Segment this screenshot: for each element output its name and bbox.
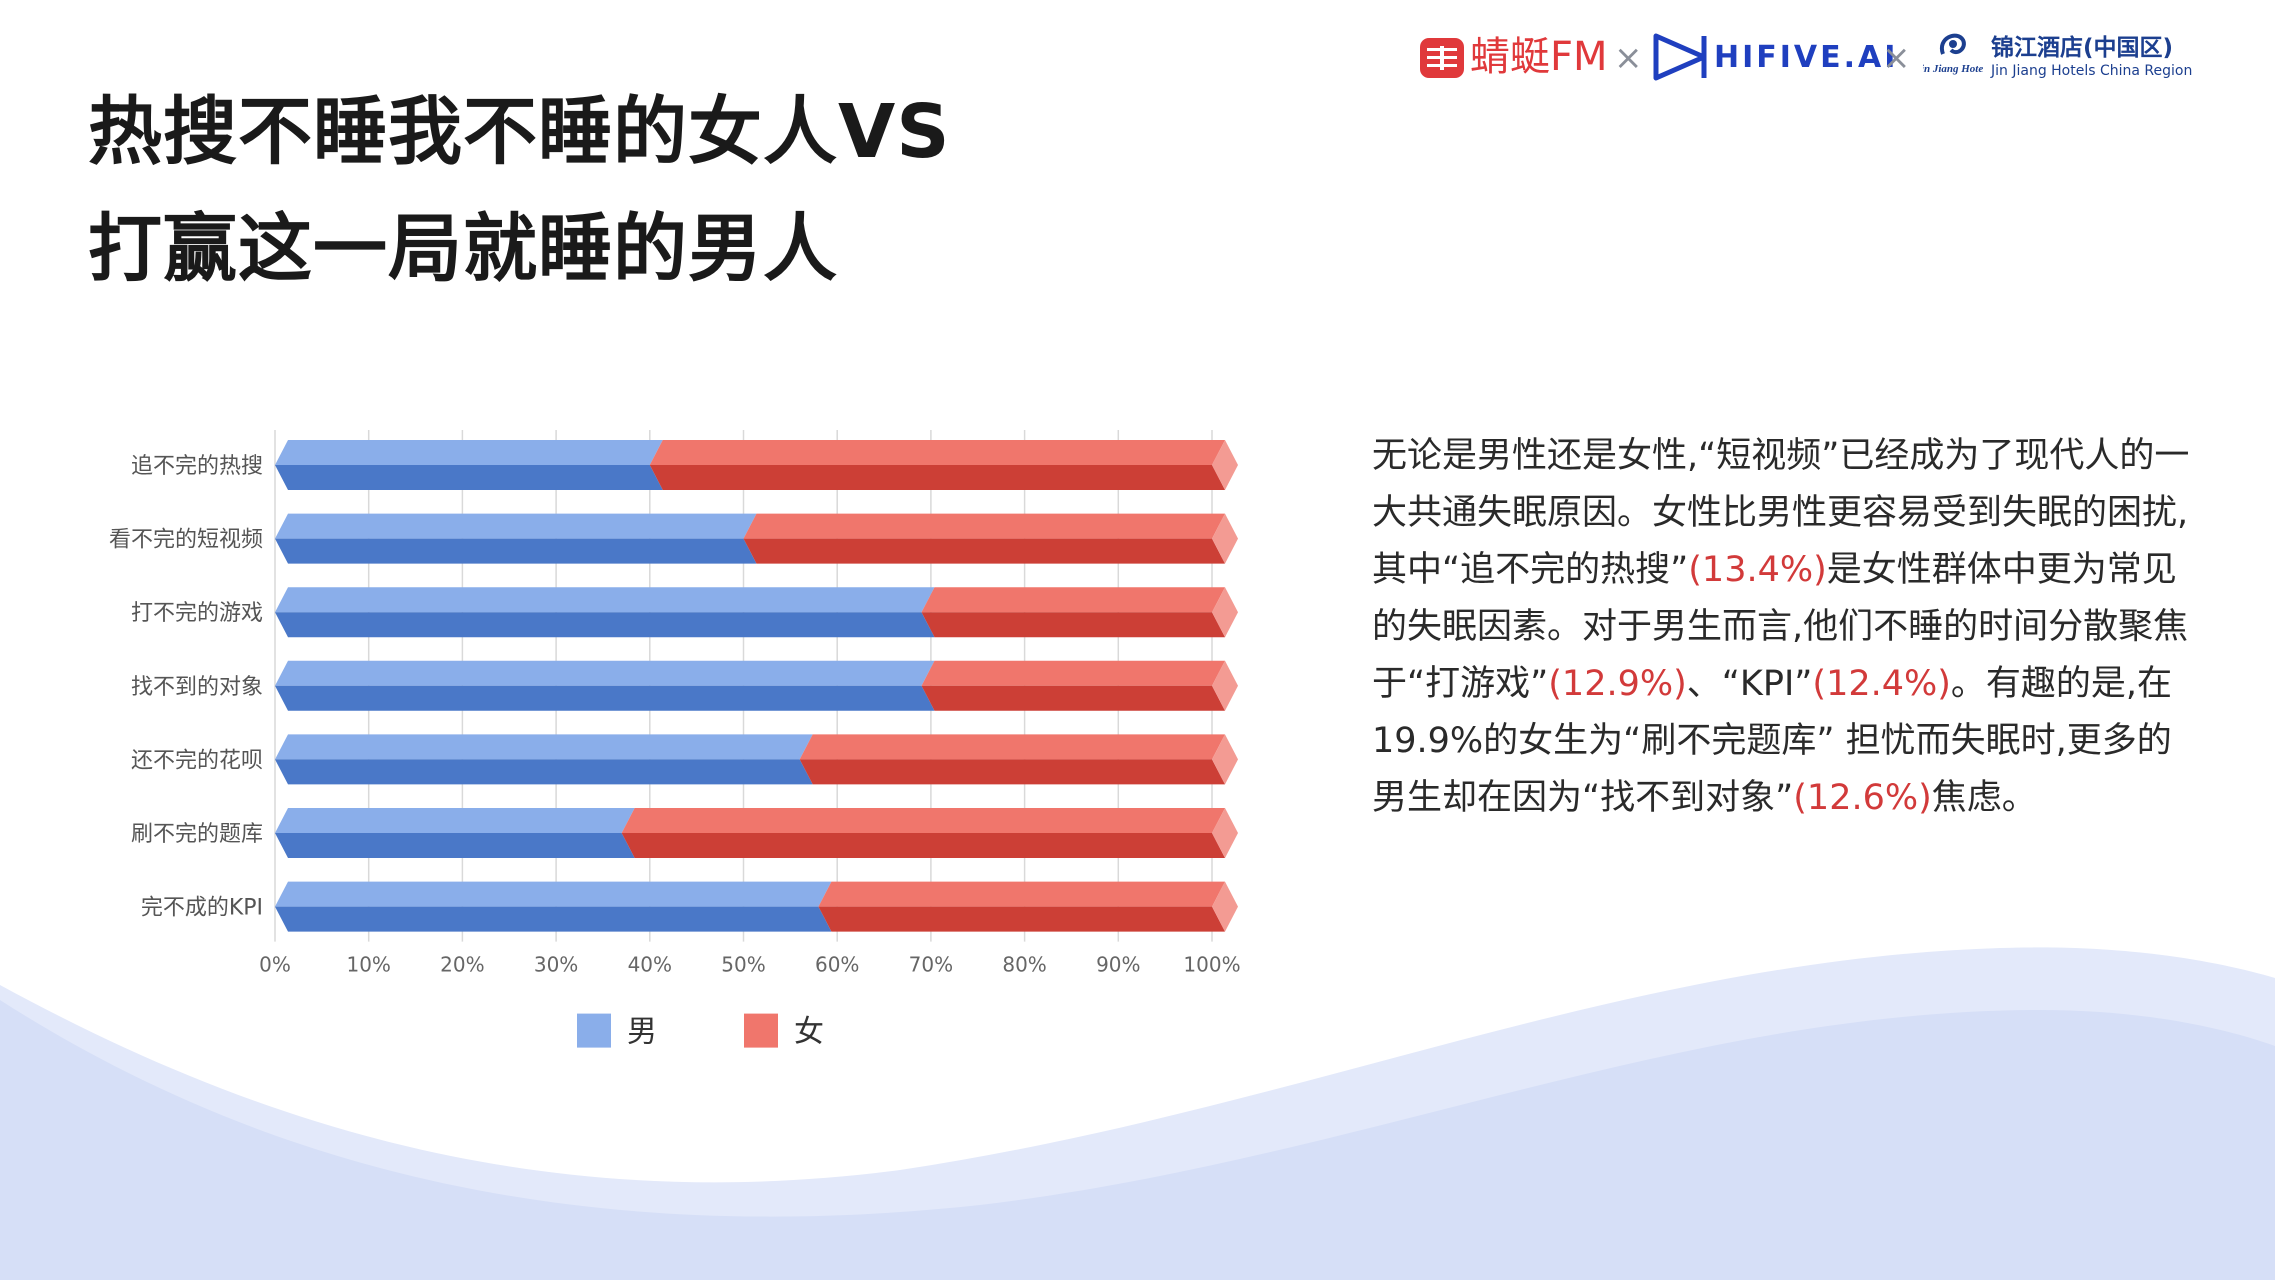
bar-segment-male [275,808,635,858]
x-tick-label: 60% [815,953,859,977]
bar-segment-male [275,440,663,490]
analysis-paragraph: 无论是男性还是女性,“短视频”已经成为了现代人的一大共通失眠原因。女性比男性更容… [1372,428,2192,827]
legend-swatch [744,1013,778,1048]
category-label: 还不完的花呗 [131,748,263,773]
jinjiang-logo: Jin Jiang Hotels 锦江酒店(中国区) Jin Jiang Hot… [1923,28,2192,86]
x-tick-label: 0% [259,953,291,977]
x-tick-label: 30% [534,953,578,977]
title-line-1: 热搜不睡我不睡的女人VS [88,89,951,175]
bar-segment-female [921,660,1225,711]
page-title: 热搜不睡我不睡的女人VS 打赢这一局就睡的男人 [88,74,951,308]
bar-segment-male [275,881,832,932]
x-tick-label: 70% [909,953,953,977]
paragraph-text: 、“KPI” [1686,664,1813,704]
jinjiang-mark-text: Jin Jiang Hotels [1923,63,1983,75]
category-label: 看不完的短视频 [109,528,263,553]
qingting-fm-logo: 蜻蜓FM [1418,34,1608,80]
bar-segment-male [275,734,813,785]
bar-end-cap [1212,881,1238,932]
x-tick-label: 10% [346,953,390,977]
paragraph-text: 焦虑。 [1931,778,2037,818]
jinjiang-mark-icon: Jin Jiang Hotels [1923,33,1983,75]
legend-label: 女 [794,1015,824,1050]
bar-segment-female [649,440,1225,490]
category-label: 追不完的热搜 [131,454,263,479]
hifive-logo: HIFIVE.AI [1652,32,1898,82]
bar-end-cap [1212,440,1238,490]
x-tick-label: 40% [628,953,672,977]
bar-end-cap [1212,734,1238,785]
bar-segment-female [921,587,1225,638]
legend-label: 男 [627,1015,657,1050]
partner-logos: 蜻蜓FM × HIFIVE.AI × Jin Jiang Hotels 锦江酒店… [1418,28,2198,88]
category-label: 找不到的对象 [131,675,263,700]
hifive-bowtie-icon [1653,33,1707,81]
qingting-fm-text: 蜻蜓FM [1470,34,1608,80]
x-tick-label: 90% [1096,953,1140,977]
bar-end-cap [1212,808,1238,858]
hifive-text: HIFIVE.AI [1714,39,1899,75]
legend-swatch [577,1013,611,1048]
bar-segment-male [275,660,935,711]
highlight-percent: (13.4%) [1688,550,1827,590]
bar-segment-female [818,881,1225,932]
x-tick-label: 50% [721,953,765,977]
bar-segment-female [621,808,1225,858]
paragraph-text: 是女性群体中更为常见的失眠因素。对于男生而言,他们不睡的时间分散聚焦于“打游戏” [1372,550,2189,704]
times-symbol-2: × [1882,38,1911,78]
jinjiang-en-name: Jin Jiang Hotels China Region [1991,63,2193,79]
radio-icon [1420,38,1464,78]
highlight-percent: (12.9%) [1548,664,1687,704]
category-label: 打不完的游戏 [131,601,263,626]
paragraph-text: 。有趣的是,在19.9%的女生为“刷不完题库” 担忧而失眠时,更多的男生却在因为… [1372,664,2173,818]
category-label: 完不成的KPI [141,896,263,921]
title-line-2: 打赢这一局就睡的男人 [88,206,838,292]
bar-end-cap [1212,587,1238,638]
jinjiang-cn-name: 锦江酒店(中国区) [1991,35,2174,61]
bar-segment-female [743,513,1225,564]
bar-end-cap [1212,513,1238,564]
x-tick-label: 80% [1002,953,1046,977]
paragraph-text: 无论是男性还是女性,“短视频”已经成为了现代人的一大共通失眠原因。女性比男性更容… [1372,436,2190,590]
x-tick-label: 20% [440,953,484,977]
bar-segment-male [275,587,935,638]
stacked-bar-chart: 追不完的热搜看不完的短视频打不完的游戏找不到的对象还不完的花呗刷不完的题库完不成… [109,430,1241,1050]
times-symbol: × [1614,38,1643,78]
bar-end-cap [1212,660,1238,711]
category-label: 刷不完的题库 [131,822,263,847]
highlight-percent: (12.4%) [1812,664,1951,704]
bar-segment-male [275,513,757,564]
bar-segment-female [799,734,1225,785]
highlight-percent: (12.6%) [1793,778,1932,818]
x-tick-label: 100% [1183,953,1240,977]
